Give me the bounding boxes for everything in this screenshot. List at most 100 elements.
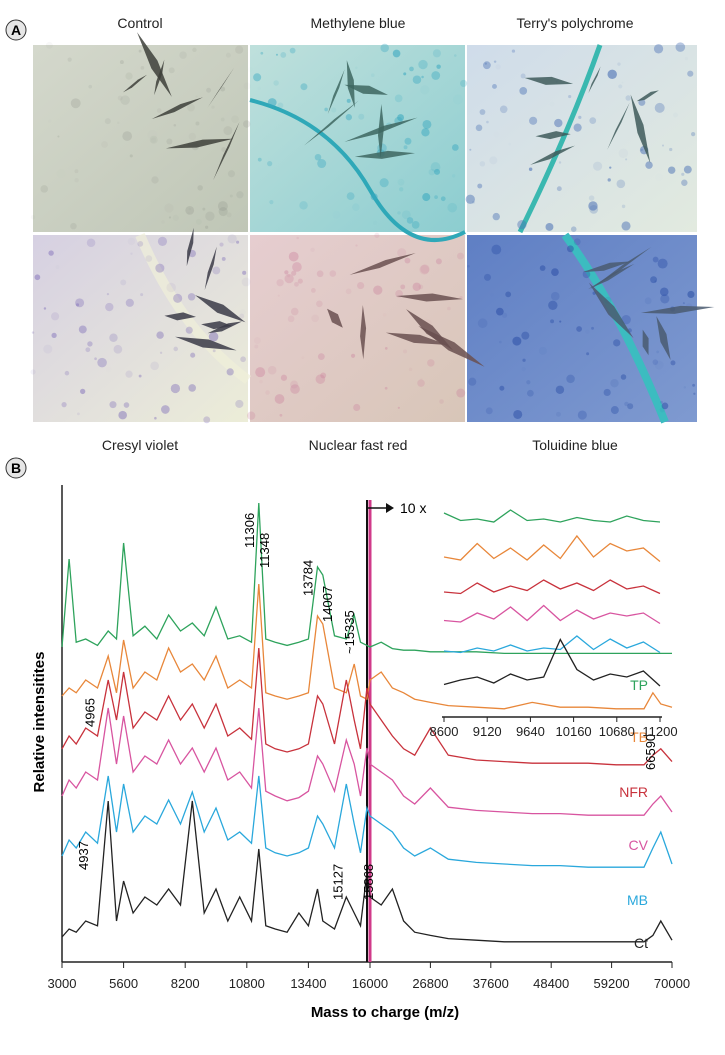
texture-dot xyxy=(226,212,232,218)
crystal xyxy=(165,138,234,149)
texture-dot xyxy=(556,411,561,417)
texture-dot xyxy=(512,336,522,346)
texture-dot xyxy=(397,114,405,122)
texture-dot xyxy=(555,385,565,395)
texture-dot xyxy=(280,52,287,58)
texture-dot xyxy=(548,300,558,310)
x-tick-label: 26800 xyxy=(412,976,448,991)
texture-dot xyxy=(156,108,162,113)
texture-dot xyxy=(315,374,326,384)
crystal xyxy=(344,117,418,142)
texture-dot xyxy=(125,370,133,378)
texture-dot xyxy=(670,360,676,366)
texture-dot xyxy=(242,270,247,275)
texture-dot xyxy=(311,314,319,323)
texture-dot xyxy=(168,67,175,74)
crystal xyxy=(327,308,343,328)
texture-dot xyxy=(616,179,626,189)
texture-dot xyxy=(499,385,505,391)
peak-label: 11348 xyxy=(257,533,272,568)
texture-dot xyxy=(384,347,388,350)
texture-dot xyxy=(355,66,358,70)
texture-dot xyxy=(77,412,80,416)
inset-tick-label: 11200 xyxy=(642,724,677,739)
texture-dot xyxy=(241,277,251,287)
texture-dot xyxy=(472,200,475,204)
texture-dot xyxy=(316,270,324,278)
texture-dot xyxy=(522,367,526,371)
texture-dot xyxy=(187,293,196,301)
crystal xyxy=(640,305,715,314)
texture-dot xyxy=(556,186,562,192)
texture-dot xyxy=(422,119,432,129)
texture-dot xyxy=(88,84,93,89)
texture-dot xyxy=(392,49,401,58)
crystal xyxy=(303,100,359,146)
texture-dot xyxy=(161,220,165,224)
crystal xyxy=(418,325,485,367)
texture-dot xyxy=(412,75,422,84)
texture-dot xyxy=(625,158,628,161)
texture-dot xyxy=(566,374,575,384)
texture-dot xyxy=(687,290,695,298)
texture-dot xyxy=(172,214,179,221)
texture-dot xyxy=(240,356,246,363)
texture-dot xyxy=(409,66,414,72)
texture-dot xyxy=(379,178,389,188)
texture-dot xyxy=(644,297,652,305)
texture-dot xyxy=(624,401,629,407)
texture-dot xyxy=(495,307,504,316)
texture-dot xyxy=(75,303,80,307)
texture-dot xyxy=(545,223,554,231)
texture-dot xyxy=(236,240,240,244)
texture-dot xyxy=(667,166,676,174)
texture-dot xyxy=(280,374,288,381)
texture-dot xyxy=(104,118,111,125)
texture-dot xyxy=(292,262,302,272)
texture-dot xyxy=(685,57,688,60)
texture-dot xyxy=(284,273,294,284)
texture-dot xyxy=(346,192,355,201)
texture-dot xyxy=(485,407,493,415)
texture-dot xyxy=(582,270,591,279)
texture-dot xyxy=(225,52,231,58)
texture-dot xyxy=(491,244,502,255)
texture-dot xyxy=(121,103,123,105)
legend-label: TB xyxy=(630,729,648,745)
texture-dot xyxy=(123,402,130,408)
texture-dot xyxy=(439,399,444,404)
texture-dot xyxy=(239,313,245,319)
tissue-edge xyxy=(135,233,251,385)
texture-dot xyxy=(551,268,559,276)
texture-dot xyxy=(243,120,251,128)
texture-dot xyxy=(397,406,400,409)
texture-dot xyxy=(140,293,144,297)
texture-dot xyxy=(656,350,660,354)
texture-dot xyxy=(374,232,380,238)
texture-dot xyxy=(145,255,153,262)
x-tick-label: 5600 xyxy=(109,976,138,991)
crystal xyxy=(122,74,147,93)
x-tick-label: 70000 xyxy=(654,976,690,991)
crystal xyxy=(186,227,194,267)
peak-label: 15127 xyxy=(330,864,345,900)
texture-dot xyxy=(451,144,459,151)
micrograph xyxy=(33,45,248,232)
texture-dot xyxy=(345,288,352,295)
texture-dot xyxy=(420,85,429,94)
texture-dot xyxy=(105,302,114,312)
inset-spectrum xyxy=(443,509,661,523)
texture-dot xyxy=(188,132,197,141)
texture-dot xyxy=(669,147,673,152)
texture-dot xyxy=(247,411,256,420)
texture-dot xyxy=(231,115,239,124)
texture-dot xyxy=(244,83,251,90)
texture-dot xyxy=(570,226,577,232)
texture-dot xyxy=(440,196,446,202)
texture-dot xyxy=(434,168,441,175)
texture-dot xyxy=(394,94,403,103)
texture-dot xyxy=(273,80,279,86)
image-label: Toluidine blue xyxy=(532,437,618,453)
peak-label: 13784 xyxy=(300,560,315,596)
texture-dot xyxy=(129,154,133,158)
